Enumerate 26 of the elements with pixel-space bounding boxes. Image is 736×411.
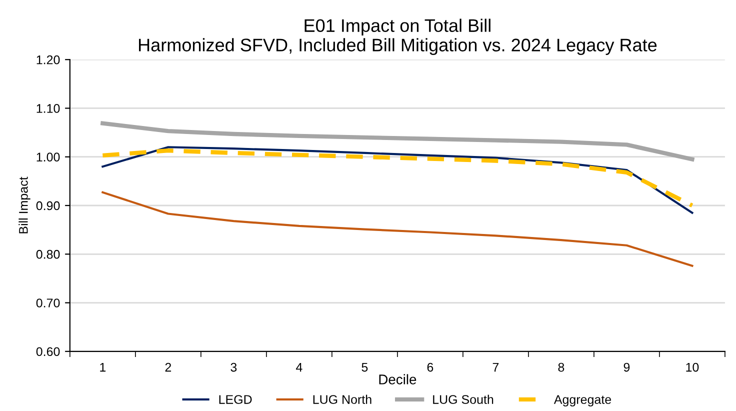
x-tick-label: 4 [296,362,302,372]
line-series [102,191,694,267]
y-tick-label: 0.70 [36,298,60,308]
y-tick-label: 1.00 [36,152,60,162]
legend-label: Aggregate [554,395,612,406]
y-tick-label: 0.80 [36,250,60,259]
x-tick-label: 3 [230,362,237,372]
x-tick-label: 6 [427,362,434,372]
y-tick-label: 1.20 [36,55,60,64]
y-axis-title: Bill Impact [18,176,30,234]
legend-label: LUG South [433,394,494,404]
line-series [100,121,694,162]
legend-label: LEGD [219,395,252,404]
x-tick-label: 9 [624,362,630,372]
x-axis-title: Decile [379,374,416,384]
x-tick-label: 7 [492,362,499,372]
x-tick-label: 10 [686,362,699,372]
y-tick-label: 0.90 [36,201,60,210]
legend-label: LUG North [313,394,372,404]
y-tick-label: 1.10 [36,104,60,113]
x-tick-label: 1 [100,362,106,372]
chart-title: E01 Impact on Total Bill Harmonized SFVD, Included Bill Mitigation vs. 2024 Legacy Rate [139,18,657,56]
x-tick-label: 2 [165,362,172,372]
x-tick-label: 8 [558,362,564,372]
x-tick-label: 5 [362,362,368,372]
y-tick-label: 0.60 [36,347,60,356]
